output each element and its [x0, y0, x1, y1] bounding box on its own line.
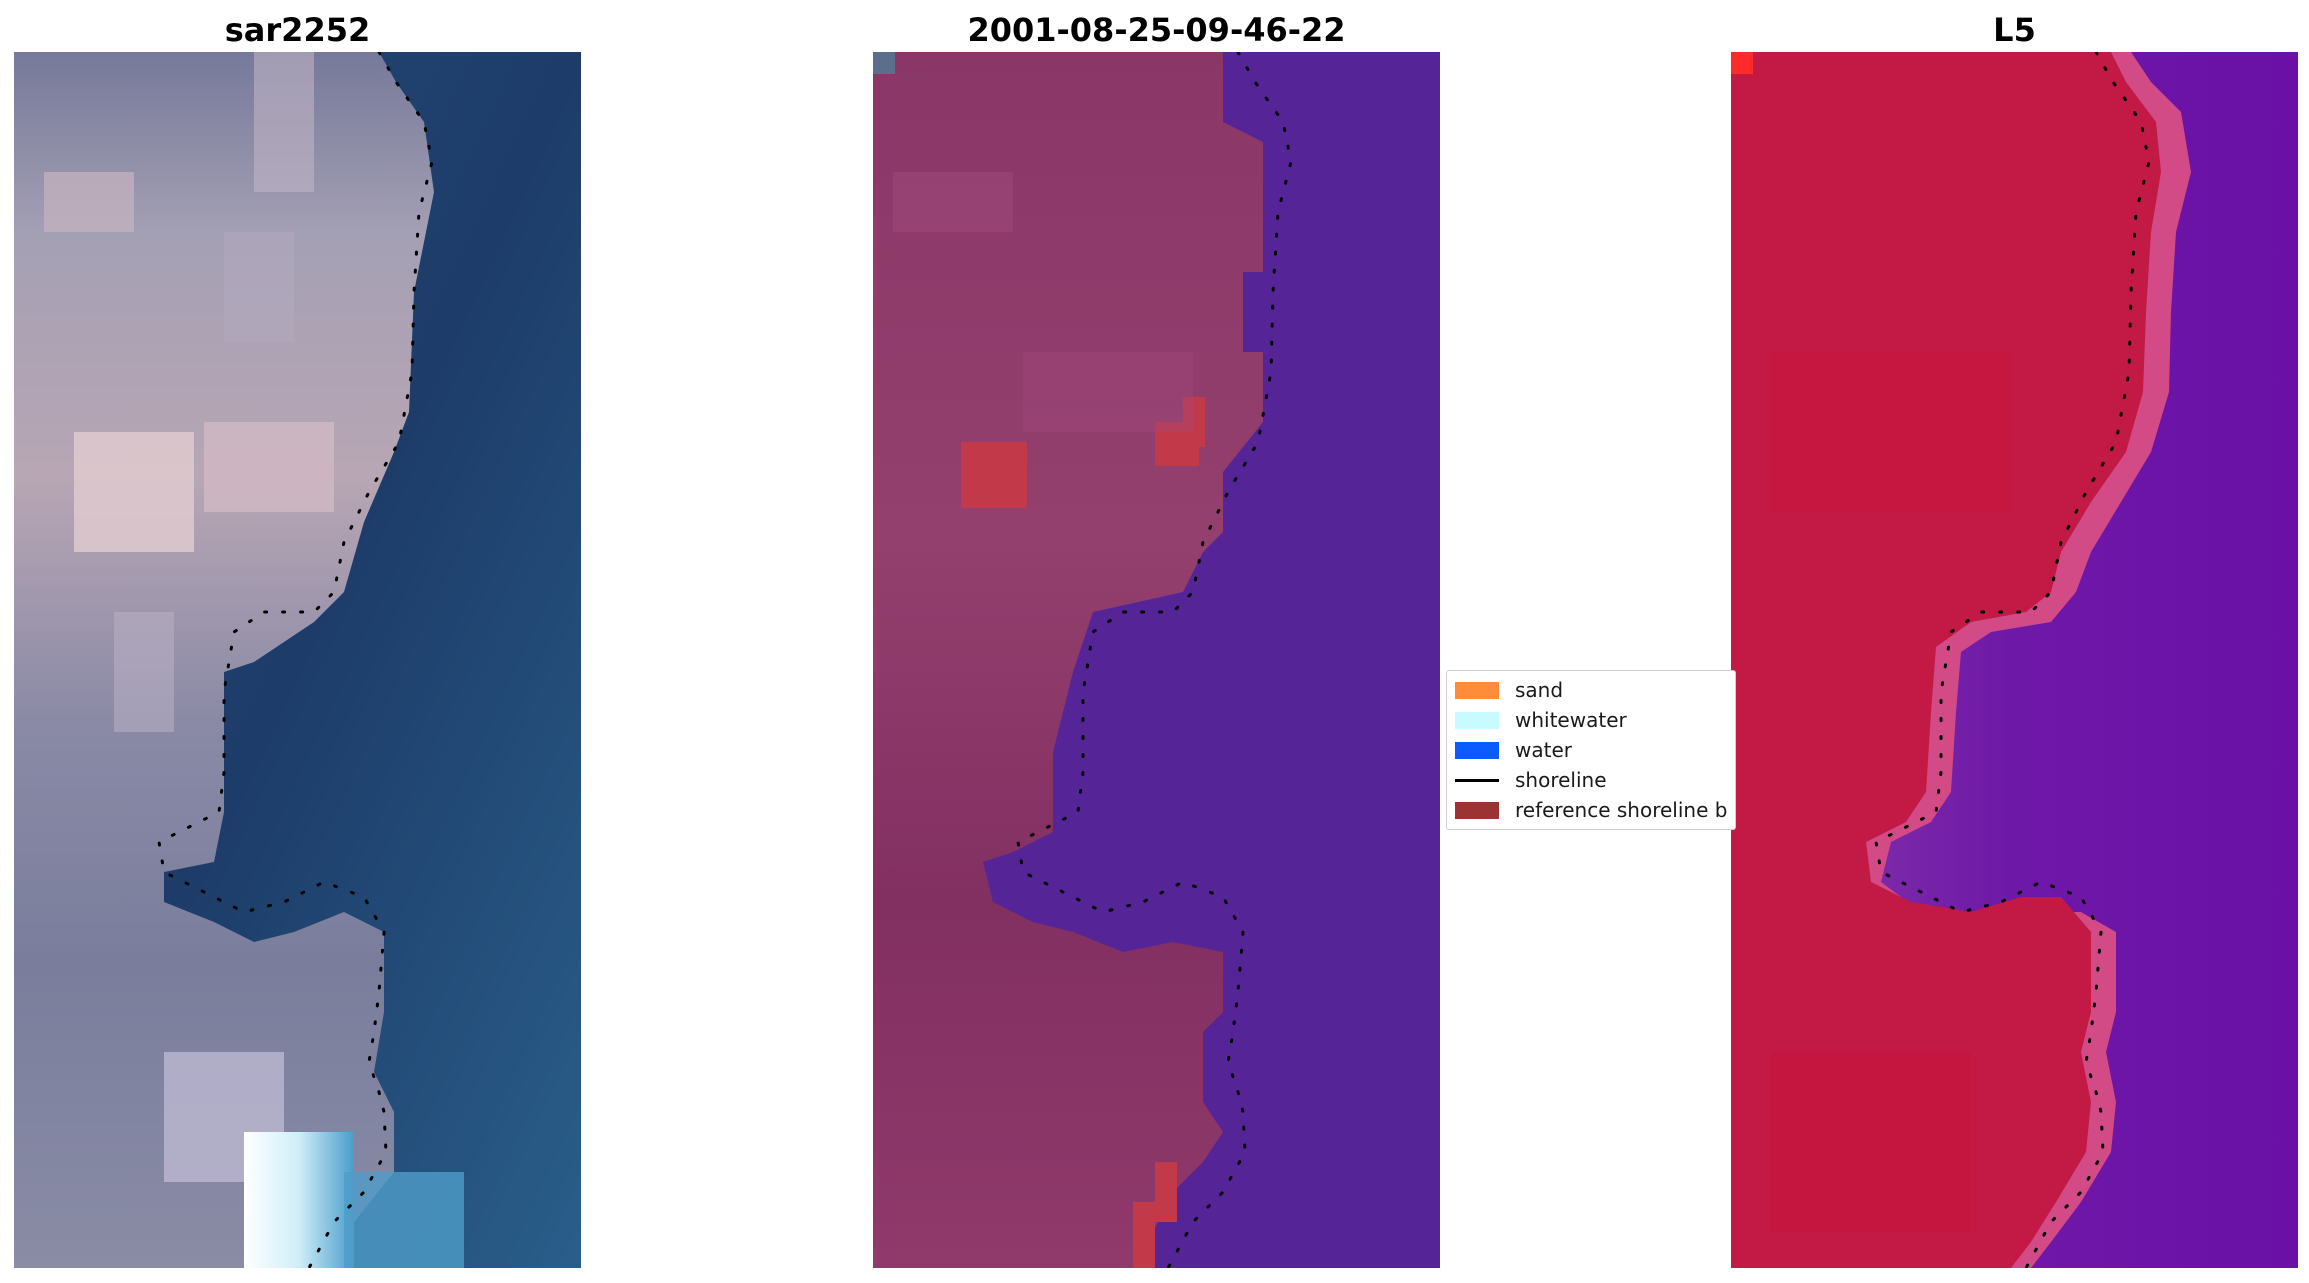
l5-index-image [1731, 52, 2298, 1268]
legend-label: shoreline [1515, 768, 1607, 792]
reference-buffer-swatch [1455, 801, 1499, 819]
panel-title-sar2252: sar2252 [224, 11, 371, 49]
legend-label: whitewater [1515, 708, 1627, 732]
shoreline-trace [1874, 52, 2151, 1268]
legend-item-whitewater: whitewater [1455, 707, 1627, 733]
legend: sand whitewater water shoreline referenc… [1446, 670, 1736, 830]
shoreline-trace [1016, 52, 1293, 1268]
shoreline-trace [157, 52, 434, 1268]
legend-item-sand: sand [1455, 677, 1563, 703]
classified-image-panel [873, 52, 1440, 1268]
legend-item-reference-buffer: reference shoreline b [1455, 797, 1727, 823]
rgb-image-panel [14, 52, 581, 1268]
panel-title-date: 2001-08-25-09-46-22 [967, 11, 1346, 49]
legend-item-water: water [1455, 737, 1572, 763]
rgb-image [14, 52, 581, 1268]
water-swatch [1455, 741, 1499, 759]
l5-index-panel [1731, 52, 2298, 1268]
panel-title-l5: L5 [1993, 11, 2036, 49]
sand-swatch [1455, 681, 1499, 699]
legend-item-shoreline: shoreline [1455, 767, 1607, 793]
legend-label: water [1515, 738, 1572, 762]
shoreline-line-swatch [1455, 778, 1499, 782]
whitewater-swatch [1455, 711, 1499, 729]
legend-label: sand [1515, 678, 1564, 702]
classified-image [873, 52, 1440, 1268]
legend-label: reference shoreline b [1515, 798, 1728, 822]
